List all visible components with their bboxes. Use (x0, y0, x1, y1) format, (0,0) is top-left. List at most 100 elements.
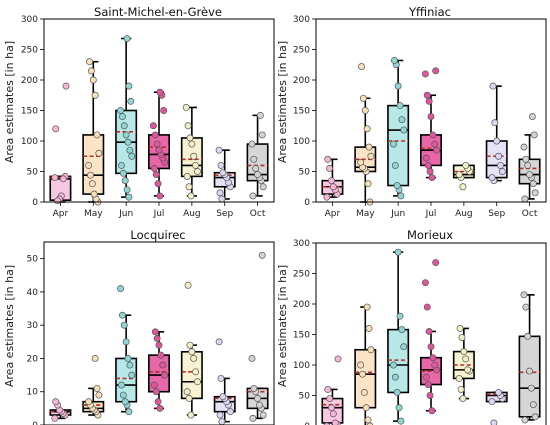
y-tick-label: 10 (27, 388, 39, 398)
data-point (365, 324, 373, 332)
data-point (255, 401, 263, 409)
data-point (151, 328, 159, 336)
data-point (59, 175, 67, 183)
data-point (52, 125, 60, 133)
panel-title: Yffiniac (408, 5, 451, 19)
data-point (123, 35, 131, 42)
data-point (422, 154, 430, 162)
data-point (126, 146, 134, 154)
data-point (252, 164, 260, 172)
data-point (88, 180, 96, 188)
y-tick-label: 250 (293, 270, 310, 280)
data-point (328, 404, 335, 412)
data-point (157, 351, 165, 359)
data-point (428, 174, 436, 182)
y-tick-label: 0 (32, 198, 38, 208)
data-point (498, 168, 506, 175)
data-point (192, 368, 200, 376)
data-point (124, 138, 132, 146)
data-point (491, 119, 499, 127)
data-point (62, 82, 70, 90)
data-point (86, 58, 94, 66)
data-point (254, 394, 262, 402)
data-point (91, 91, 99, 99)
axes-frame (315, 242, 547, 425)
data-point (155, 146, 163, 154)
data-point (248, 140, 256, 148)
data-point (186, 341, 194, 349)
data-point (152, 388, 160, 396)
data-point (521, 416, 529, 424)
data-point (124, 355, 132, 362)
data-point (462, 161, 470, 169)
data-point (364, 416, 372, 424)
y-tick-label: 200 (21, 76, 38, 86)
data-point (160, 107, 168, 114)
data-point (250, 384, 258, 392)
y-tick-label: 250 (21, 46, 38, 56)
data-point (90, 190, 98, 198)
data-point (362, 404, 370, 412)
data-point (121, 398, 129, 406)
data-point (425, 97, 433, 105)
data-point (254, 171, 262, 178)
x-tick-label: Jul (425, 209, 437, 219)
data-point (400, 126, 408, 134)
data-point (155, 341, 163, 349)
data-point (488, 398, 496, 406)
data-point (363, 125, 371, 133)
data-point (365, 143, 373, 151)
box-iqr (354, 348, 377, 409)
data-point (422, 373, 430, 381)
x-tick-label: Oct (250, 209, 266, 219)
data-point (161, 371, 169, 379)
data-point (118, 113, 126, 121)
y-tick-label: 250 (293, 46, 310, 56)
data-point (360, 388, 368, 396)
data-point (188, 140, 196, 148)
x-tick-label: Sep (488, 209, 505, 219)
data-point (85, 398, 93, 406)
data-point (520, 291, 528, 299)
y-tick-label: 50 (299, 392, 311, 402)
data-point (495, 152, 503, 160)
y-tick-label: 20 (27, 354, 39, 364)
data-point (258, 251, 266, 259)
data-point (122, 131, 130, 139)
data-point (153, 335, 161, 342)
data-point (395, 404, 403, 412)
data-point (154, 180, 162, 188)
panel-title: Locquirec (130, 228, 185, 242)
data-point (524, 161, 532, 169)
data-point (424, 161, 432, 169)
data-point (425, 327, 433, 335)
y-axis-label: Area estimates [in ha] (276, 265, 289, 387)
data-point (326, 395, 334, 402)
data-point (156, 88, 164, 96)
y-tick-label: 50 (27, 168, 39, 178)
data-point (393, 388, 401, 396)
data-point (427, 343, 435, 351)
data-point (358, 63, 366, 71)
data-point (87, 171, 94, 179)
panel-yffiniac: Yffiniac Area estimates [in ha] 0 50 100 15… (276, 5, 547, 219)
data-point (186, 134, 194, 142)
data-point (117, 107, 124, 114)
data-point (216, 189, 224, 197)
panel-morieux: Morieux Area estimates [in ha] 0 50 100 150… (276, 228, 547, 425)
data-point (118, 161, 125, 169)
x-tick-label: May (84, 209, 103, 219)
y-tick-label: 100 (293, 137, 310, 147)
data-point (125, 82, 133, 90)
y-tick-label: 200 (293, 300, 310, 310)
y-tick-label: 0 (32, 421, 38, 425)
data-point (51, 414, 59, 422)
data-point (217, 161, 225, 169)
y-tick-label: 0 (304, 422, 310, 425)
data-point (121, 177, 129, 185)
data-point (331, 419, 339, 425)
data-point (394, 248, 402, 256)
x-tick-label: Aug (183, 209, 201, 219)
data-point (432, 67, 440, 75)
x-tick-label: Apr (53, 209, 69, 219)
